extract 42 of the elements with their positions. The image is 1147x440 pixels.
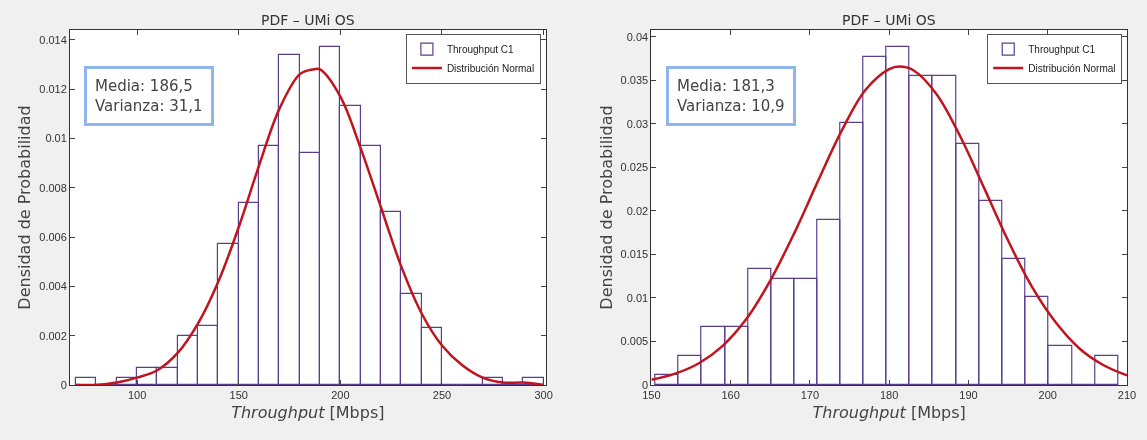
chart-title: PDF – UMi OS bbox=[842, 12, 936, 28]
y-tick-label: 0.002 bbox=[39, 329, 67, 342]
legend-label: Throughput C1 bbox=[446, 43, 515, 55]
y-tick-label: 0.012 bbox=[39, 83, 67, 96]
x-tick-label: 210 bbox=[1117, 389, 1137, 402]
legend-label: Distribución Normal bbox=[1028, 62, 1116, 74]
x-tick-label: 150 bbox=[642, 389, 661, 402]
y-tick-label: 0.01 bbox=[45, 132, 67, 145]
legend-label: Distribución Normal bbox=[446, 62, 535, 74]
y-axis-title: Densidad de Probabilidad bbox=[15, 105, 35, 310]
y-tick-label: 0.005 bbox=[620, 335, 649, 348]
y-tick-label: 0.006 bbox=[39, 230, 67, 243]
y-tick-label: 0.035 bbox=[620, 74, 649, 87]
x-axis-title: Throughput [Mbps] bbox=[231, 402, 385, 422]
line-series bbox=[651, 65, 1127, 382]
x-tick-label: 160 bbox=[721, 389, 740, 402]
y-tick-label: 0.04 bbox=[626, 30, 649, 43]
y-tick-label: 0.01 bbox=[626, 291, 649, 304]
chart-title: PDF – UMi OS bbox=[261, 12, 355, 28]
x-tick-label: 180 bbox=[879, 389, 899, 402]
legend-label: Throughput C1 bbox=[1028, 43, 1096, 55]
y-tick-label: 0.03 bbox=[626, 117, 649, 130]
y-tick-label: 0 bbox=[642, 378, 649, 391]
x-tick-label: 250 bbox=[432, 389, 452, 402]
y-tick-label: 0 bbox=[60, 378, 67, 391]
y-tick-label: 0.008 bbox=[39, 181, 67, 194]
y-tick-label: 0.004 bbox=[39, 280, 67, 293]
x-tick-label: 190 bbox=[959, 389, 978, 402]
y-tick-label: 0.02 bbox=[626, 204, 649, 217]
x-tick-label: 170 bbox=[800, 389, 820, 402]
x-tick-label: 200 bbox=[331, 389, 350, 402]
annotation: Media: 181,3 Varianza: 10,9 bbox=[677, 77, 785, 115]
y-tick-label: 0.014 bbox=[39, 33, 67, 46]
y-axis-title: Densidad de Probabilidad bbox=[596, 105, 616, 310]
x-axis-title: Throughput [Mbps] bbox=[812, 402, 966, 422]
y-tick-label: 0.025 bbox=[620, 161, 649, 174]
annotation: Media: 186,5 Varianza: 31,1 bbox=[95, 77, 203, 115]
x-tick-label: 100 bbox=[127, 389, 147, 402]
x-tick-label: 200 bbox=[1038, 389, 1057, 402]
x-tick-label: 300 bbox=[534, 389, 553, 402]
y-tick-label: 0.015 bbox=[620, 248, 649, 261]
x-tick-label: 150 bbox=[229, 389, 248, 402]
